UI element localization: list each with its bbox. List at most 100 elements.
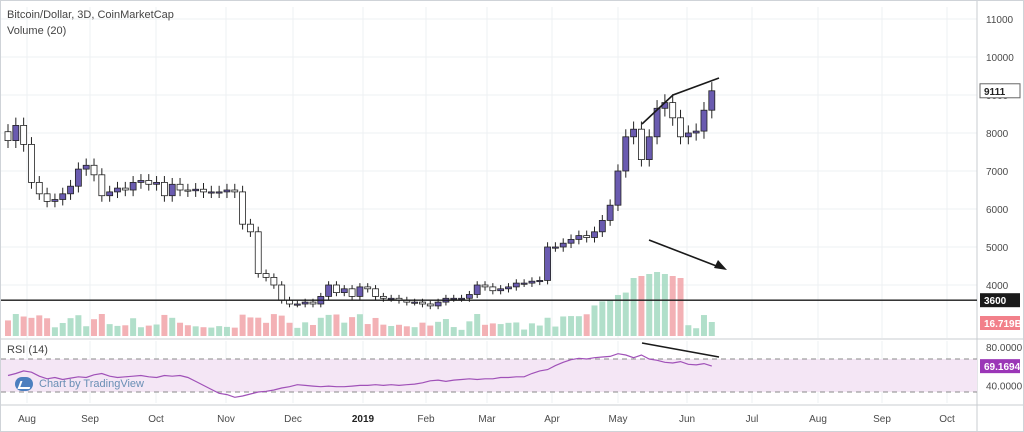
volume-bar <box>317 317 324 336</box>
price-candle <box>223 189 231 193</box>
rsi-band-fill <box>1 359 977 392</box>
price-candle <box>372 288 379 297</box>
volume-label: Volume (20) <box>7 25 67 37</box>
x-tick-label: May <box>609 414 628 425</box>
volume-bar <box>513 322 520 336</box>
volume-bar <box>130 318 137 336</box>
volume-bar <box>341 322 348 336</box>
price-candle <box>333 284 340 293</box>
price-candle <box>356 286 364 297</box>
rsi-last-badge-bg <box>980 359 1020 374</box>
price-candle <box>450 297 458 300</box>
volume-bar <box>380 324 387 336</box>
tradingview-watermark-label: Chart by TradingView <box>39 378 144 390</box>
price-candle <box>98 174 106 197</box>
volume-bar <box>630 278 637 336</box>
volume-bar <box>122 325 129 336</box>
volume-bar <box>583 314 590 336</box>
price-candle <box>489 286 497 292</box>
x-tick-label: 2019 <box>352 414 375 425</box>
volume-bar <box>411 327 418 336</box>
price-candle <box>684 132 692 138</box>
volume-bar <box>294 327 301 336</box>
price-candle <box>536 280 544 283</box>
price-candle <box>192 188 200 192</box>
volume-bar <box>482 324 489 336</box>
price-candle <box>340 288 348 293</box>
tradingview-logo-icon <box>15 377 33 391</box>
price-pane-bg <box>1 7 977 338</box>
volume-bar <box>106 324 113 336</box>
volume-bar <box>83 326 90 336</box>
volume-bar <box>403 326 410 336</box>
volume-bar <box>591 305 598 336</box>
arrow-head-icon <box>714 260 727 270</box>
support-level-badge: 3600 <box>984 296 1007 307</box>
price-candle <box>231 189 239 193</box>
price-candle <box>708 90 716 111</box>
price-candle <box>700 109 708 132</box>
volume-bar <box>388 326 395 336</box>
volume-bar <box>599 301 606 336</box>
price-candle <box>606 204 614 221</box>
volume-bar <box>161 314 168 336</box>
volume-bar <box>700 315 707 336</box>
volume-bar <box>528 323 535 336</box>
price-tick-label: 5000 <box>986 243 1009 254</box>
volume-bar <box>607 300 614 336</box>
price-candle <box>645 136 653 161</box>
price-candle <box>325 284 333 297</box>
x-tick-label: Feb <box>417 414 435 425</box>
volume-bar <box>708 322 715 336</box>
rsi-tick-label: 80.0000 <box>986 343 1023 354</box>
price-candle <box>106 191 114 197</box>
x-tick-label: Mar <box>478 414 496 425</box>
volume-bar <box>646 274 653 336</box>
volume-bar <box>333 314 340 336</box>
volume-bar <box>654 272 661 336</box>
price-candle <box>67 185 74 195</box>
price-candle <box>473 284 481 295</box>
price-candle <box>598 219 606 233</box>
price-candle <box>51 199 59 202</box>
price-candle <box>505 286 512 290</box>
tradingview-watermark: Chart by TradingView <box>15 377 144 391</box>
volume-bar <box>239 314 246 336</box>
volume-bar <box>677 278 684 336</box>
price-candle <box>200 188 207 193</box>
price-candle <box>465 294 473 299</box>
volume-bar <box>669 276 676 336</box>
volume-bar <box>568 316 575 336</box>
price-candle <box>575 235 583 240</box>
price-candle <box>82 164 90 170</box>
price-candle <box>90 164 98 176</box>
price-tick-label: 7000 <box>986 167 1009 178</box>
volume-bar <box>536 325 543 336</box>
x-tick-label: Sep <box>81 414 99 425</box>
price-candle <box>677 117 684 138</box>
volume-bar <box>489 323 496 336</box>
x-tick-label: Aug <box>809 414 827 425</box>
support-level-badge-bg <box>980 293 1020 308</box>
volume-bar <box>36 315 43 336</box>
x-tick-label: Oct <box>148 414 164 425</box>
volume-bar <box>560 316 567 336</box>
price-candle <box>630 128 637 138</box>
volume-bar <box>28 317 35 336</box>
price-candle <box>247 223 254 233</box>
price-candle <box>419 301 426 305</box>
volume-bar <box>419 322 426 336</box>
volume-bar <box>263 322 270 336</box>
volume-bar <box>364 324 371 336</box>
volume-bar <box>75 315 82 336</box>
volume-bar <box>91 319 98 336</box>
volume-bar <box>622 292 629 336</box>
volume-bar <box>5 320 11 336</box>
volume-bar <box>98 314 105 336</box>
volume-bar <box>661 274 668 336</box>
price-candle <box>559 242 567 248</box>
rsi-last-badge: 69.1694 <box>984 362 1021 373</box>
volume-divergence-arrow <box>648 239 720 268</box>
price-candle <box>121 187 129 191</box>
